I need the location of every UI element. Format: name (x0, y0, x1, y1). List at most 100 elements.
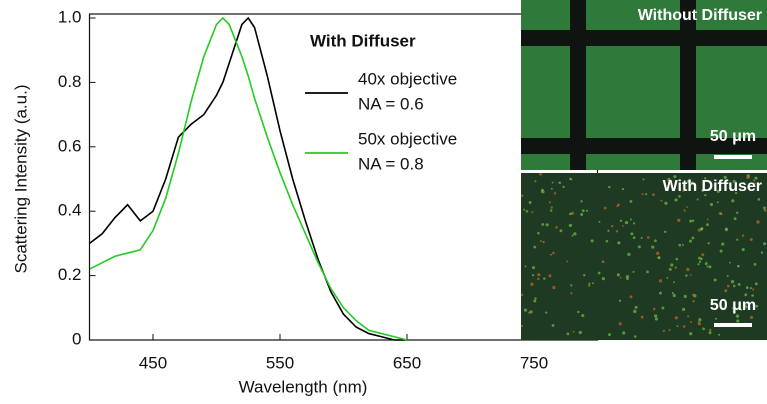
speckle (549, 209, 553, 212)
speckle (610, 224, 614, 228)
speckle (618, 299, 622, 302)
speckle (607, 333, 611, 337)
y-axis-label: Scattering Intensity (a.u.) (11, 85, 30, 274)
speckle (570, 292, 573, 295)
speckle (548, 274, 552, 278)
speckle (745, 286, 749, 290)
speckle (671, 292, 674, 295)
speckle (533, 245, 537, 249)
speckle (646, 270, 649, 274)
panel-title: Without Diffuser (638, 7, 762, 24)
speckle (674, 316, 678, 320)
speckle (523, 208, 526, 211)
speckle (598, 220, 601, 223)
speckle (708, 328, 712, 332)
speckle (621, 224, 624, 227)
speckle (569, 212, 572, 216)
speckle (736, 238, 739, 241)
speckle (698, 318, 702, 322)
speckle (622, 331, 626, 335)
speckle (585, 209, 589, 212)
speckle (532, 266, 536, 270)
speckle (707, 242, 710, 245)
speckle (724, 289, 728, 293)
speckle (661, 306, 665, 310)
speckle (697, 263, 700, 266)
speckle (627, 252, 631, 257)
speckle (762, 206, 766, 210)
speckle (763, 208, 767, 212)
speckle (634, 305, 638, 309)
speckle (721, 242, 725, 246)
speckle (527, 311, 530, 314)
speckle (726, 275, 729, 278)
speckle (716, 201, 719, 204)
speckle (632, 270, 635, 273)
speckle (633, 309, 637, 314)
speckle (746, 175, 750, 180)
speckle (673, 281, 675, 284)
speckle (664, 230, 667, 234)
speckle (553, 192, 557, 195)
speckle (749, 237, 753, 241)
speckle (708, 265, 712, 269)
speckle (633, 335, 637, 338)
speckle (537, 277, 540, 281)
speckle (572, 330, 575, 333)
speckle (552, 251, 555, 255)
speckle (588, 282, 591, 285)
speckle (641, 193, 644, 196)
legend-label: 40x objective (358, 69, 457, 88)
speckle (681, 243, 684, 246)
speckle (704, 193, 707, 197)
speckle (702, 327, 705, 331)
speckle (570, 284, 573, 287)
speckle (760, 251, 764, 254)
speckle (652, 193, 655, 197)
speckle (617, 241, 621, 245)
speckle (753, 179, 756, 182)
speckle (672, 293, 676, 298)
scale-bar-label: 50 μm (710, 128, 756, 145)
speckle (655, 251, 660, 255)
speckle (736, 319, 740, 323)
speckle (580, 213, 584, 216)
speckle (654, 239, 657, 243)
y-tick-label: 1.0 (58, 7, 82, 26)
speckle (562, 185, 565, 189)
speckle (691, 236, 695, 240)
speckle (687, 315, 690, 318)
speckle (706, 218, 709, 221)
y-tick-label: 0 (72, 329, 81, 348)
speckle (568, 223, 573, 228)
speckle (749, 287, 752, 290)
speckle (539, 172, 542, 176)
speckle (732, 284, 736, 288)
plot: 0 0.2 0.4 0.6 0.8 1.0 450 550 650 750 Wavelength (… (11, 7, 599, 396)
series-line (90, 16, 407, 341)
legend-title: With Diffuser (310, 31, 416, 50)
speckle (587, 284, 591, 287)
speckle (689, 219, 693, 223)
speckle (752, 288, 755, 291)
speckle (558, 181, 562, 185)
speckle (632, 236, 636, 240)
speckle (692, 293, 695, 297)
speckle (730, 280, 735, 284)
speckle (716, 189, 720, 193)
speckle (621, 187, 624, 191)
speckle (583, 274, 586, 277)
speckle (676, 325, 679, 328)
speckle (578, 330, 582, 335)
speckle (523, 308, 528, 312)
speckle (692, 300, 695, 303)
speckle (524, 265, 527, 268)
speckle (704, 177, 707, 180)
speckle (686, 180, 690, 183)
x-tick-label: 750 (520, 353, 548, 372)
speckle (685, 274, 688, 277)
speckle (664, 201, 668, 205)
speckle (642, 178, 645, 181)
speckle (624, 221, 629, 225)
speckle (566, 260, 569, 263)
